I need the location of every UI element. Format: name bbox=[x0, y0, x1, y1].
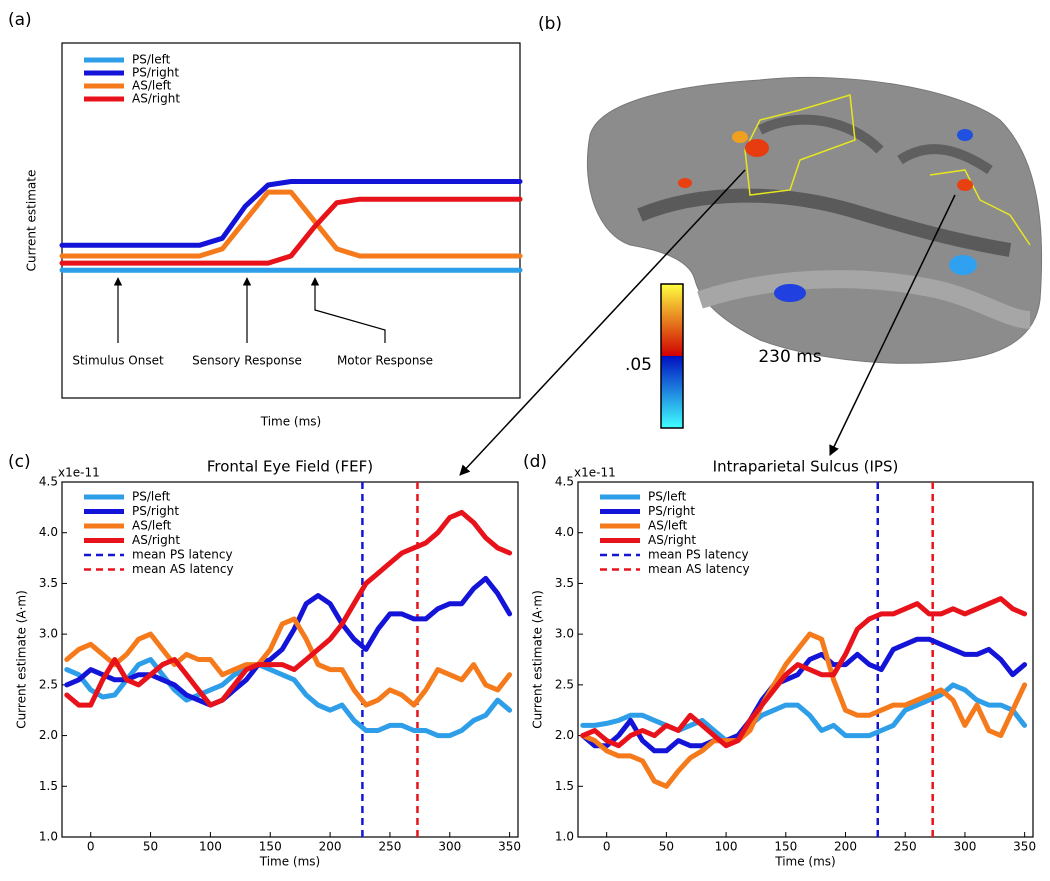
y-tick-label: 1.0 bbox=[555, 830, 574, 844]
x-tick-label: 200 bbox=[319, 840, 342, 854]
y-tick-label: 3.5 bbox=[555, 576, 574, 590]
legend-label: AS/left bbox=[132, 519, 172, 533]
legend-label: PS/right bbox=[132, 504, 179, 518]
x-tick-label: 0 bbox=[87, 840, 95, 854]
series-line bbox=[580, 682, 1028, 744]
y-tick-label: 4.0 bbox=[39, 525, 58, 539]
x-tick-label: 0 bbox=[603, 840, 611, 854]
y-tick-label: 2.5 bbox=[39, 677, 58, 691]
arrow bbox=[459, 169, 746, 476]
legend-label: mean PS latency bbox=[132, 548, 233, 562]
legend-label: mean AS latency bbox=[132, 562, 234, 576]
panel-label: (b) bbox=[538, 14, 562, 34]
legend-label: PS/right bbox=[648, 504, 695, 518]
chart-title: Frontal Eye Field (FEF) bbox=[207, 458, 373, 476]
series-line bbox=[580, 596, 1028, 749]
y-tick-label: 4.5 bbox=[555, 475, 574, 489]
y-axis-label: Current estimate bbox=[25, 170, 39, 272]
y-tick-label: 4.0 bbox=[555, 525, 574, 539]
activation bbox=[732, 131, 748, 143]
series-line bbox=[59, 189, 523, 259]
y-axis-label: Current estimate (A·m) bbox=[15, 590, 29, 729]
legend-label: AS/left bbox=[648, 519, 688, 533]
panel-label: (d) bbox=[523, 452, 547, 472]
y-tick-label: 1.5 bbox=[555, 779, 574, 793]
activation bbox=[678, 178, 692, 188]
legend-label: PS/left bbox=[648, 490, 687, 504]
legend-label: PS/left bbox=[132, 490, 171, 504]
activation bbox=[774, 284, 806, 302]
legend-label: mean AS latency bbox=[648, 562, 750, 576]
x-tick-label: 150 bbox=[774, 840, 797, 854]
sulcus bbox=[757, 114, 993, 175]
series-line bbox=[64, 616, 513, 708]
brain-image: .05 230 ms (b) bbox=[459, 14, 1043, 476]
legend-label: AS/right bbox=[132, 92, 180, 106]
series-line bbox=[580, 631, 1028, 789]
x-tick-label: 300 bbox=[438, 840, 461, 854]
y-tick-label: 4.5 bbox=[39, 475, 58, 489]
x-axis-label: Time (ms) bbox=[260, 415, 322, 429]
gyrus bbox=[697, 270, 1031, 329]
y-tick-label: 3.0 bbox=[39, 627, 58, 641]
x-tick-label: 200 bbox=[834, 840, 857, 854]
axis-offset: x1e-11 bbox=[574, 466, 616, 480]
legend-label: mean PS latency bbox=[648, 548, 749, 562]
annotation: Sensory Response bbox=[192, 354, 302, 368]
x-tick-label: 100 bbox=[715, 840, 738, 854]
x-tick-label: 150 bbox=[259, 840, 282, 854]
series-line bbox=[64, 509, 513, 708]
legend-label: AS/right bbox=[132, 533, 180, 547]
annotation-arrow bbox=[310, 277, 386, 343]
colorbar-label: .05 bbox=[625, 355, 652, 375]
legend-label: PS/left bbox=[132, 53, 171, 67]
x-tick-label: 250 bbox=[894, 840, 917, 854]
series-line bbox=[64, 657, 513, 739]
y-tick-label: 3.5 bbox=[39, 576, 58, 590]
roi-outline bbox=[744, 94, 856, 196]
x-tick-label: 100 bbox=[199, 840, 222, 854]
x-axis-label: Time (ms) bbox=[774, 855, 836, 869]
x-tick-label: 250 bbox=[378, 840, 401, 854]
time-label: 230 ms bbox=[758, 347, 821, 367]
panel-label: (a) bbox=[8, 10, 32, 30]
series-line bbox=[59, 196, 523, 266]
legend-label: AS/right bbox=[648, 533, 696, 547]
activation bbox=[745, 139, 769, 157]
colorbar bbox=[660, 283, 684, 429]
x-tick-label: 50 bbox=[143, 840, 158, 854]
plot-frame bbox=[61, 481, 519, 838]
y-tick-label: 2.0 bbox=[39, 728, 58, 742]
activation bbox=[957, 129, 973, 141]
legend-label: PS/right bbox=[132, 66, 179, 80]
x-tick-label: 350 bbox=[1013, 840, 1036, 854]
y-tick-label: 1.5 bbox=[39, 779, 58, 793]
y-axis-label: Current estimate (A·m) bbox=[531, 590, 545, 729]
x-tick-label: 50 bbox=[659, 840, 674, 854]
x-tick-label: 350 bbox=[498, 840, 521, 854]
annotation: Stimulus Onset bbox=[72, 354, 164, 368]
annotation: Motor Response bbox=[337, 354, 433, 368]
sulcus bbox=[637, 188, 1012, 257]
roi-outline bbox=[929, 169, 1031, 246]
activation bbox=[949, 255, 977, 275]
plot-frame bbox=[577, 481, 1034, 838]
panel-label: (c) bbox=[8, 452, 31, 472]
arrow bbox=[829, 194, 956, 456]
x-tick-label: 300 bbox=[953, 840, 976, 854]
axis-offset: x1e-11 bbox=[58, 466, 100, 480]
y-tick-label: 1.0 bbox=[39, 830, 58, 844]
series-line bbox=[64, 575, 513, 708]
y-tick-label: 3.0 bbox=[555, 627, 574, 641]
chart-title: Intraparietal Sulcus (IPS) bbox=[713, 458, 899, 476]
series-line bbox=[59, 179, 523, 248]
activation bbox=[957, 179, 973, 191]
y-tick-label: 2.5 bbox=[555, 677, 574, 691]
y-tick-label: 2.0 bbox=[555, 728, 574, 742]
legend-label: AS/left bbox=[132, 79, 172, 93]
plot-frame bbox=[61, 42, 521, 399]
x-axis-label: Time (ms) bbox=[259, 855, 321, 869]
